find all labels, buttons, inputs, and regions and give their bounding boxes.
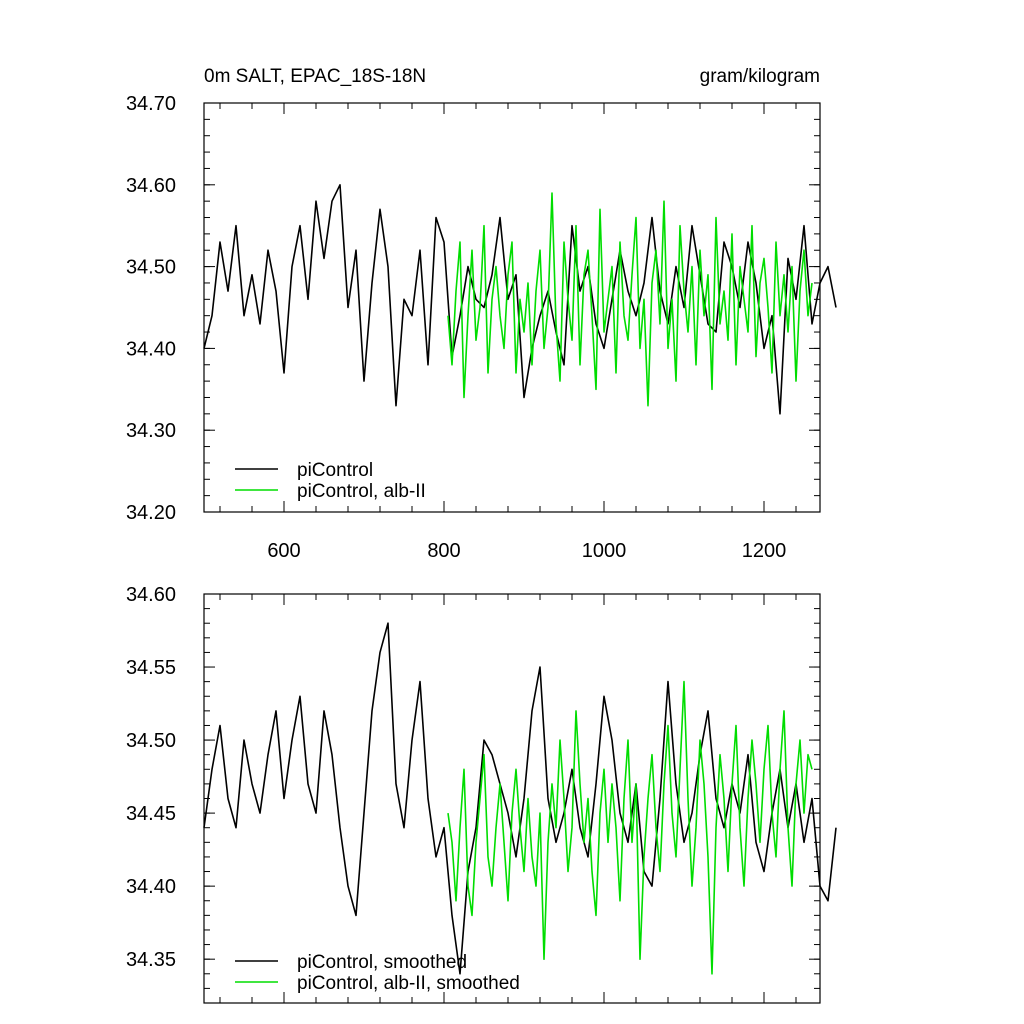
series-line-alb-ii <box>447 192 813 407</box>
x-tick-label: 1000 <box>582 540 627 562</box>
x-tick-label: 800 <box>427 540 460 562</box>
y-tick-label: 34.55 <box>126 657 176 679</box>
panel-bottom: 34.35 34.40 34.45 34.50 34.55 34.60 piControl… <box>126 584 837 1004</box>
chart-title: 0m SALT, EPAC_18S-18N <box>204 66 426 87</box>
y-tick-label: 34.60 <box>126 584 176 606</box>
y-tick-label: 34.50 <box>126 730 176 752</box>
axis-ticks <box>204 593 820 1004</box>
panel-top: 0m SALT, EPAC_18S-18N gram/kilogram 34.2… <box>126 66 837 562</box>
y-tick-label: 34.40 <box>126 338 176 360</box>
series-group <box>203 622 837 975</box>
x-tick-label: 1200 <box>742 540 787 562</box>
series-group <box>203 184 837 415</box>
x-tick-labels: 600 800 1000 1200 <box>267 540 786 562</box>
y-tick-label: 34.50 <box>126 257 176 279</box>
y-tick-label: 34.45 <box>126 803 176 825</box>
y-tick-label: 34.30 <box>126 420 176 442</box>
series-line-picontrol <box>203 622 837 975</box>
units-label: gram/kilogram <box>700 66 820 87</box>
x-tick-label: 600 <box>267 540 300 562</box>
series-line-alb-ii <box>447 680 813 975</box>
legend: piControl, smoothed piControl, alb-II, s… <box>235 952 520 994</box>
legend-label-alb-ii-smoothed: piControl, alb-II, smoothed <box>297 973 520 994</box>
y-tick-labels: 34.35 34.40 34.45 34.50 34.55 34.60 <box>126 584 176 971</box>
y-tick-label: 34.40 <box>126 876 176 898</box>
y-tick-label: 34.60 <box>126 175 176 197</box>
axis-ticks <box>204 102 820 513</box>
legend-label-picontrol-smoothed: piControl, smoothed <box>297 952 467 973</box>
plot-frame <box>203 593 821 1004</box>
legend-label-alb-ii: piControl, alb-II <box>297 481 426 502</box>
legend-label-picontrol: piControl <box>297 460 373 481</box>
y-tick-label: 34.70 <box>126 93 176 115</box>
legend: piControl piControl, alb-II <box>235 460 426 502</box>
y-tick-labels: 34.20 34.30 34.40 34.50 34.60 34.70 <box>126 93 176 524</box>
plot-frame <box>203 102 821 513</box>
y-tick-label: 34.20 <box>126 502 176 524</box>
y-tick-label: 34.35 <box>126 949 176 971</box>
